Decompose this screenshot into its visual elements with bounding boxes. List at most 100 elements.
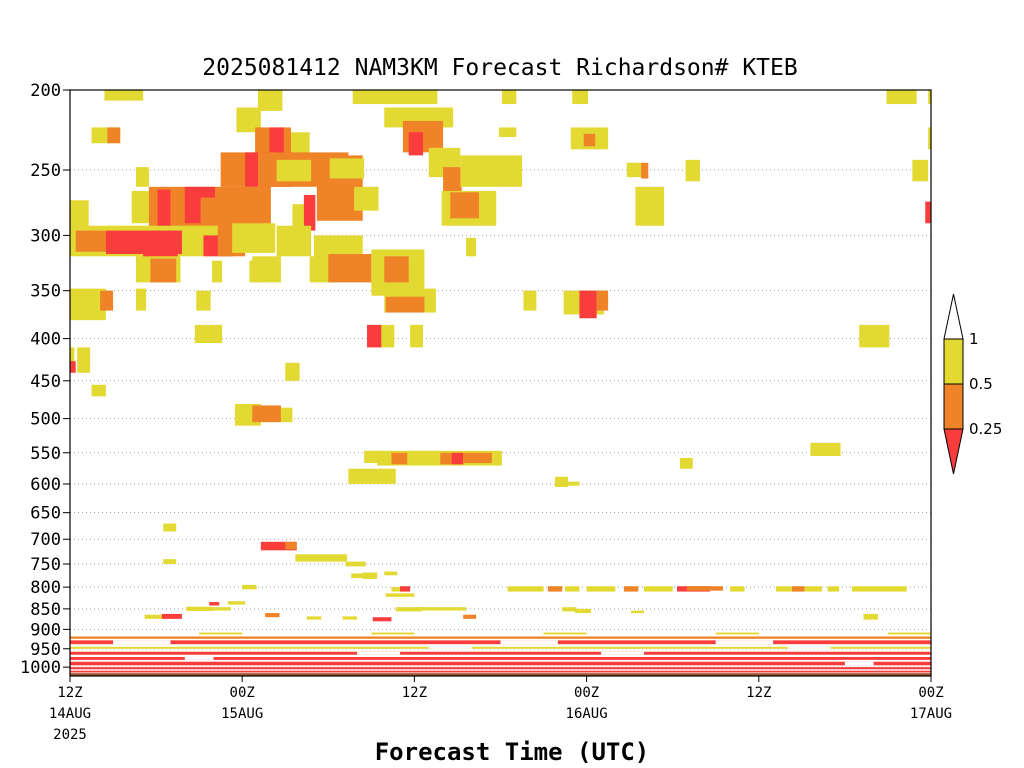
y-tick-label: 400 (30, 330, 61, 350)
x-tick-label: 00Z (918, 685, 943, 701)
ri-cell (384, 256, 409, 283)
ri-cell (562, 607, 577, 612)
ri-gap (357, 651, 401, 655)
ri-cell (466, 237, 477, 257)
y-tick-label: 600 (30, 475, 61, 495)
ri-gap (715, 640, 774, 645)
ri-cell (385, 296, 425, 313)
x-tick-label: 12Z (746, 685, 771, 701)
ri-cell (351, 573, 365, 579)
legend-label: 0.5 (969, 375, 993, 393)
ri-cell (381, 324, 395, 348)
ri-cell (451, 452, 464, 465)
ri-cell (859, 324, 890, 348)
ri-cell (596, 290, 609, 311)
legend-arrow-top (943, 293, 964, 340)
ri-cell (70, 347, 75, 365)
ri-cell (863, 613, 878, 620)
ri-cell (410, 324, 424, 348)
ri-cell (810, 442, 841, 457)
ri-cell (623, 586, 639, 592)
y-tick-label: 700 (30, 530, 61, 550)
legend-label: 1 (969, 330, 979, 348)
x-tick-year: 2025 (53, 727, 87, 743)
ri-cell (687, 586, 723, 591)
ri-cell (276, 225, 312, 257)
y-tick-label: 550 (30, 444, 61, 464)
ri-cell (352, 90, 438, 105)
ri-cell (252, 256, 281, 283)
ri-cell (107, 127, 121, 144)
x-tick-label: 12Z (57, 685, 82, 701)
ri-cell (163, 523, 177, 532)
ri-cell (730, 586, 745, 592)
ri-cell (91, 384, 106, 397)
ri-cell (565, 586, 580, 592)
ri-cell (685, 159, 700, 182)
ri-cell (579, 290, 597, 319)
colorbar-legend: 1 0.5 0.25 (943, 293, 1002, 475)
ri-cell (776, 586, 792, 592)
ri-cell (362, 572, 378, 579)
ri-cell (150, 258, 177, 283)
ri-cell (364, 450, 379, 464)
ri-cell (186, 606, 214, 611)
legend-arrow-bottom (943, 428, 964, 475)
ri-cell (70, 361, 76, 373)
ri-cell (631, 610, 644, 614)
ri-cell (136, 167, 149, 187)
ri-cell (852, 586, 907, 592)
ri-cell (100, 290, 114, 311)
ri-cell (210, 607, 231, 611)
ri-cell (345, 561, 366, 567)
ri-cell (265, 613, 280, 618)
ri-cell (212, 260, 223, 283)
ri-cell (200, 197, 218, 231)
ri-gap (844, 661, 874, 666)
ri-gap (758, 632, 888, 635)
ri-cell (77, 347, 91, 373)
ri-cell (242, 584, 257, 590)
y-tick-label: 200 (30, 81, 61, 101)
ri-cell (384, 571, 398, 576)
ri-cell (523, 290, 537, 311)
ri-cell (644, 586, 673, 592)
y-tick-label: 750 (30, 555, 61, 575)
ri-cell (161, 613, 182, 619)
y-tick-label: 650 (30, 504, 61, 524)
ri-gap (242, 632, 372, 635)
ri-cell (348, 468, 396, 484)
ri-cell (367, 324, 382, 348)
ri-cell (586, 586, 616, 592)
ri-cell (635, 186, 665, 226)
ri-cell (104, 90, 144, 101)
y-tick-label: 900 (30, 620, 61, 640)
legend-swatch (943, 338, 964, 385)
ri-cell (285, 541, 297, 550)
ri-cell (385, 593, 415, 597)
y-tick-label: 350 (30, 282, 61, 302)
ri-cell (400, 586, 411, 592)
ri-cell (280, 407, 293, 423)
ri-gap (70, 632, 200, 635)
y-tick-label: 850 (30, 600, 61, 620)
ri-cell (395, 607, 422, 612)
x-tick-date: 14AUG (49, 706, 91, 722)
x-tick-date: 16AUG (566, 706, 608, 722)
ri-band (70, 636, 931, 639)
ri-cell (144, 614, 170, 619)
ri-cell (572, 90, 589, 105)
ri-cell (460, 155, 523, 187)
ri-band (70, 656, 931, 660)
ri-cell (209, 602, 220, 606)
ri-cell (463, 614, 477, 619)
ri-cell (257, 90, 283, 111)
ri-band (70, 670, 931, 673)
ri-cell (227, 601, 246, 605)
ri-cell (328, 254, 372, 283)
ri-band (70, 661, 931, 666)
ri-cell (252, 405, 281, 423)
data-cells (70, 90, 931, 676)
ri-gap (428, 646, 472, 649)
